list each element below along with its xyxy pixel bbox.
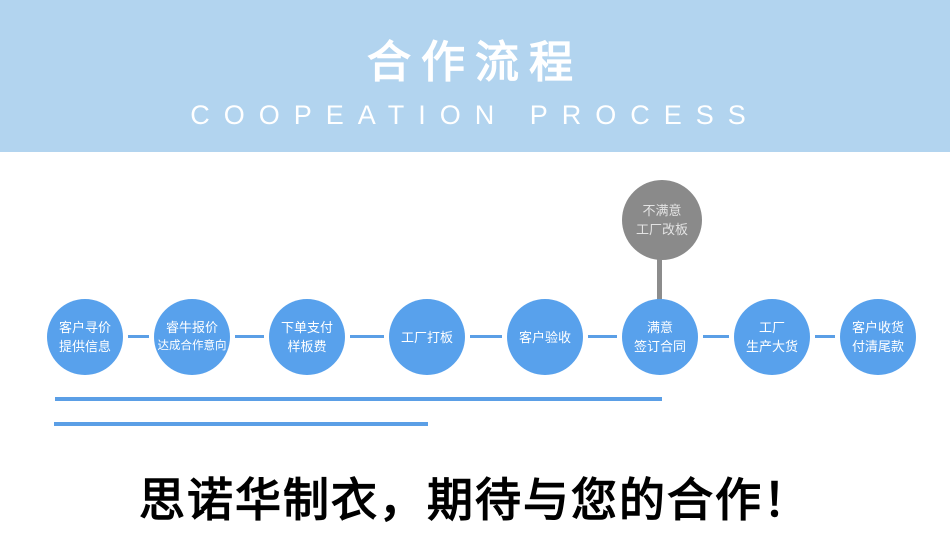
- step-label-line2: 付清尾款: [851, 339, 904, 354]
- step-connector: [703, 335, 729, 338]
- header-banner: 合作流程 COOPEATION PROCESS: [0, 0, 950, 152]
- flow-node-reject: 不满意 工厂改板: [622, 180, 702, 260]
- step-label-line1: 睿牛报价: [165, 320, 218, 335]
- flow-step-2: 睿牛报价达成合作意向: [154, 299, 230, 375]
- flow-step-4: 工厂打板: [389, 299, 465, 375]
- page-subtitle: COOPEATION PROCESS: [190, 100, 760, 130]
- reject-connector-line: [657, 259, 662, 301]
- step-label-line1: 客户验收: [518, 329, 571, 345]
- flow-step-5: 客户验收: [507, 299, 583, 375]
- step-label-line2: 签订合同: [633, 339, 686, 354]
- flow-step-6: 满意 签订合同: [622, 299, 698, 375]
- step-connector: [588, 335, 617, 338]
- step-label-line1: 工厂打板: [400, 329, 453, 345]
- page-title: 合作流程: [367, 38, 583, 87]
- step-connector: [235, 335, 264, 338]
- step-label-line1: 客户收货: [851, 320, 904, 335]
- step-label-line2: 提供信息: [58, 339, 111, 354]
- footer-slogan: 思诺华制衣，期待与您的合作！: [139, 475, 811, 526]
- step-label-line2: 生产大货: [745, 339, 798, 354]
- step-label-line1: 下单支付: [280, 320, 333, 335]
- step-connector: [470, 335, 502, 338]
- step-label-line1: 客户寻价: [58, 320, 111, 335]
- flow-step-1: 客户寻价 提供信息: [47, 299, 123, 375]
- step-label-line1: 工厂: [758, 320, 785, 335]
- step-label-line1: 满意: [646, 320, 673, 335]
- step-label-line2: 样板费: [287, 339, 327, 354]
- step-connector: [350, 335, 384, 338]
- reject-label-line2: 工厂改板: [635, 222, 688, 237]
- step-connector: [815, 335, 835, 338]
- flow-step-3: 下单支付 样板费: [269, 299, 345, 375]
- decorative-underline-short: [54, 422, 428, 426]
- flow-step-7: 工厂 生产大货: [734, 299, 810, 375]
- reject-label-line1: 不满意: [642, 203, 682, 218]
- decorative-underline-long: [55, 397, 662, 401]
- flow-step-8: 客户收货 付清尾款: [840, 299, 916, 375]
- step-connector: [128, 335, 149, 338]
- step-label-line2: 达成合作意向: [157, 340, 227, 352]
